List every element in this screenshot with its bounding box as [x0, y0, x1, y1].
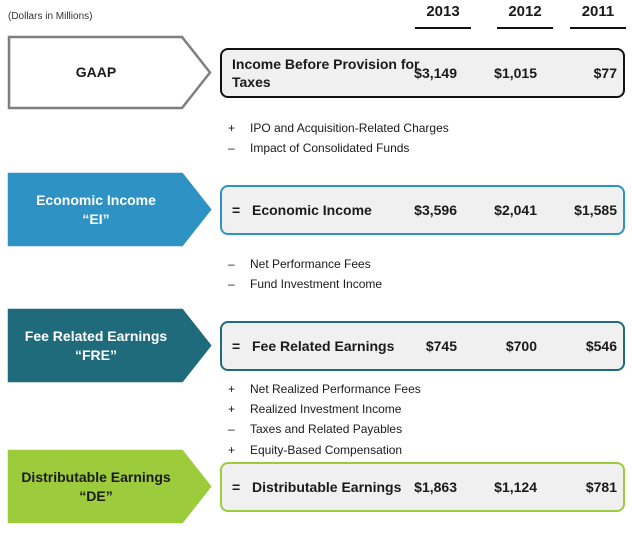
metric-value-2011: $781: [585, 479, 617, 495]
arrow-label-line: GAAP: [75, 64, 117, 80]
arrow-polygon: [7, 449, 212, 524]
year-underline: [415, 27, 471, 29]
adjustment-text: Net Realized Performance Fees: [250, 382, 421, 396]
category-arrow: Fee Related Earnings “FRE”: [7, 308, 212, 383]
arrow-polygon: [7, 308, 212, 383]
adjustment-operator: +: [228, 382, 236, 396]
adjustment-operator: +: [228, 402, 236, 416]
arrow-shape: [7, 449, 212, 524]
adjustment-item: + Realized Investment Income: [228, 399, 401, 419]
year-underline: [570, 27, 626, 29]
metric-value-2011: $1,585: [574, 202, 617, 218]
metric-value-2013: $1,863: [414, 479, 457, 495]
arrow-polygon: [7, 172, 212, 247]
units-note: (Dollars in Millions): [8, 11, 93, 22]
adjustment-text: Realized Investment Income: [250, 402, 402, 416]
metric-value-2013: $745: [425, 338, 457, 354]
metric-label: Economic Income: [252, 202, 372, 218]
metric-value-2012: $1,124: [494, 479, 537, 495]
arrow-label: Fee Related Earnings “FRE”: [7, 308, 185, 383]
arrow-shape: [7, 308, 212, 383]
adjustment-operator: –: [228, 257, 235, 271]
year-label: 2011: [581, 3, 615, 20]
metric-value-2012: $700: [505, 338, 537, 354]
arrow-label-line: Fee Related Earnings: [24, 327, 168, 344]
adjustment-text: Impact of Consolidated Funds: [250, 141, 410, 155]
metric-value-2011: $546: [585, 338, 617, 354]
adjustment-item: – Taxes and Related Payables: [228, 419, 402, 439]
adjustment-text: Fund Investment Income: [250, 277, 383, 291]
metric-box: = Fee Related Earnings $745 $700 $546: [220, 321, 625, 371]
year-label: 2013: [426, 3, 460, 20]
year-header-2012: 2012: [497, 2, 553, 29]
metric-value-2012: $1,015: [494, 65, 537, 81]
arrow-label-line: “FRE”: [75, 346, 117, 363]
adjustment-item: + Net Realized Performance Fees: [228, 379, 421, 399]
metric-label: Distributable Earnings: [252, 479, 402, 495]
equals-sign: =: [232, 338, 241, 354]
adjustment-operator: –: [228, 422, 235, 436]
adjustment-item: + Equity-Based Compensation: [228, 440, 402, 460]
metric-label: Fee Related Earnings: [252, 338, 395, 354]
arrow-label-line: “EI”: [82, 210, 110, 227]
category-arrow: Distributable Earnings “DE”: [7, 449, 212, 524]
metric-value-2013: $3,149: [414, 65, 457, 81]
year-header-2011: 2011: [570, 2, 626, 29]
metric-box: = Economic Income $3,596 $2,041 $1,585: [220, 185, 625, 235]
equals-sign: =: [232, 202, 241, 218]
arrow-shape: [7, 35, 212, 110]
arrow-label: Distributable Earnings “DE”: [7, 449, 185, 524]
metric-value-2012: $2,041: [494, 202, 537, 218]
arrow-label: Economic Income “EI”: [7, 172, 185, 247]
equals-sign: =: [232, 479, 241, 495]
metric-label: Income Before Provision for Taxes: [232, 56, 420, 90]
adjustment-operator: +: [228, 121, 236, 135]
category-arrow: GAAP: [7, 35, 212, 110]
adjustment-operator: +: [228, 443, 236, 457]
metric-box: Income Before Provision for Taxes $3,149 $…: [220, 48, 625, 98]
arrow-label-line: Economic Income: [36, 191, 156, 208]
adjustment-item: – Fund Investment Income: [228, 274, 382, 294]
year-header-2013: 2013: [415, 2, 471, 29]
adjustment-text: Equity-Based Compensation: [250, 443, 403, 457]
metric-value-2011: $77: [593, 65, 617, 81]
adjustment-operator: –: [228, 277, 235, 291]
arrow-label-line: “DE”: [79, 487, 113, 504]
adjustment-item: – Net Performance Fees: [228, 254, 371, 274]
category-arrow: Economic Income “EI”: [7, 172, 212, 247]
adjustment-text: Net Performance Fees: [250, 257, 371, 271]
adjustment-item: + IPO and Acquisition-Related Charges: [228, 118, 449, 138]
adjustment-text: IPO and Acquisition-Related Charges: [250, 121, 449, 135]
year-underline: [497, 27, 553, 29]
metric-box: = Distributable Earnings $1,863 $1,124 $781: [220, 462, 625, 512]
arrow-polygon: [7, 35, 212, 110]
adjustment-operator: –: [228, 141, 235, 155]
adjustment-item: – Impact of Consolidated Funds: [228, 138, 409, 158]
arrow-label-line: Distributable Earnings: [21, 468, 171, 485]
year-label: 2012: [508, 3, 542, 20]
metric-value-2013: $3,596: [414, 202, 457, 218]
arrow-shape: [7, 172, 212, 247]
adjustment-text: Taxes and Related Payables: [250, 422, 403, 436]
arrow-label: GAAP: [7, 35, 185, 110]
